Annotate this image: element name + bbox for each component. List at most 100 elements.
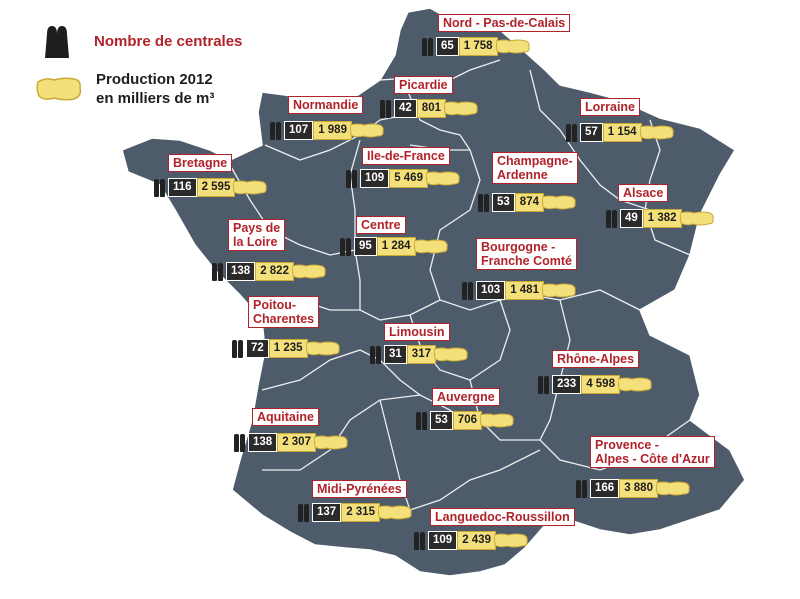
power-plant-icon [234,433,246,452]
straw-bale-icon [639,125,674,140]
region-label-ile-de-france: Ile-de-France [362,145,450,165]
straw-bale-icon [655,481,690,496]
straw-bale-icon [36,77,82,101]
region-label-poitou-charentes: Poitou- Charentes [248,296,320,328]
plant-count: 42 [394,99,417,118]
production-value: 1 989 [313,121,352,140]
plant-count: 138 [248,433,278,452]
power-plant-icon [576,479,588,498]
power-plant-icon [478,193,490,212]
region-stats-pays-de-la-loire: 138 2 822 [212,262,326,281]
region-label-nord-pas-de-calais: Nord - Pas-de-Calais [438,12,571,32]
region-name: Alsace [618,184,669,202]
plant-count: 53 [492,193,515,212]
region-name: Bourgogne - Franche Comté [476,238,577,270]
power-plant-icon [380,99,392,118]
plant-count: 53 [430,411,453,430]
straw-bale-icon [433,347,468,362]
region-label-normandie: Normandie [288,94,364,114]
production-value: 317 [406,345,436,364]
power-plant-icon [606,209,618,228]
region-label-bretagne: Bretagne [168,152,233,172]
region-label-centre: Centre [356,214,406,234]
straw-bale-icon [541,195,576,210]
power-plant-icon [414,531,426,550]
region-stats-lorraine: 57 1 154 [566,123,674,142]
plant-count: 116 [168,178,197,197]
power-plant-icon [566,123,578,142]
legend-production-line1: Production 2012 [96,71,213,88]
plant-count: 65 [436,37,459,56]
region-name: Centre [356,216,406,234]
plant-count: 109 [428,531,458,550]
region-name: Pays de la Loire [228,219,286,251]
straw-bale-icon [233,180,268,195]
straw-bale-icon [617,377,652,392]
region-name: Picardie [394,76,453,94]
production-value: 1 758 [458,37,498,56]
power-plant-icon [298,503,310,522]
production-value: 2 315 [341,503,380,522]
plant-count: 57 [580,123,603,142]
region-name: Bretagne [168,154,233,172]
region-label-languedoc-roussillon: Languedoc-Roussillon [430,506,575,526]
power-plant-icon [422,37,434,56]
power-plant-icon [340,237,352,256]
region-stats-centre: 95 1 284 [340,237,448,256]
region-stats-normandie: 107 1 989 [270,121,384,140]
region-stats-provence-alpes-cote-d-azur: 166 3 880 [576,479,690,498]
region-label-bourgogne-franche-comte: Bourgogne - Franche Comté [476,238,577,270]
region-label-alsace: Alsace [618,182,669,202]
straw-bale-icon [377,505,412,520]
straw-bale-icon [493,533,528,548]
plant-count: 233 [552,375,582,394]
power-plant-icon [45,26,69,58]
region-name: Provence - Alpes - Côte d'Azur [590,436,715,468]
production-value: 5 469 [389,169,428,188]
region-stats-auvergne: 53 706 [416,411,514,430]
region-stats-poitou-charentes: 72 1 235 [232,339,340,358]
region-name: Ile-de-France [362,147,450,165]
region-label-midi-pyrenees: Midi-Pyrénées [312,478,407,498]
region-name: Champagne- Ardenne [492,152,578,184]
plant-count: 95 [354,237,377,256]
production-value: 3 880 [619,479,658,498]
region-label-auvergne: Auvergne [432,386,500,406]
region-name: Languedoc-Roussillon [430,508,575,526]
straw-bale-icon [413,239,448,254]
power-plant-icon [232,339,244,358]
region-stats-aquitaine: 138 2 307 [234,433,348,452]
region-label-provence-alpes-cote-d-azur: Provence - Alpes - Côte d'Azur [590,436,715,468]
straw-bale-icon [495,39,530,54]
production-value: 1 235 [268,339,308,358]
region-label-limousin: Limousin [384,321,450,341]
power-plant-icon [538,375,550,394]
production-value: 2 307 [277,433,316,452]
region-stats-bretagne: 116 2 595 [154,178,268,197]
power-plant-icon [212,262,224,281]
production-value: 801 [416,99,446,118]
plant-count: 138 [226,262,256,281]
region-stats-midi-pyrenees: 137 2 315 [298,503,412,522]
power-plant-icon [154,178,166,197]
region-name: Poitou- Charentes [248,296,320,328]
power-plant-icon [416,411,428,430]
region-stats-ile-de-france: 109 5 469 [346,169,460,188]
region-stats-alsace: 49 1 382 [606,209,714,228]
region-name: Rhône-Alpes [552,350,640,368]
straw-bale-icon [479,413,514,428]
straw-bale-icon [313,435,348,450]
region-stats-bourgogne-franche-comte: 103 1 481 [462,281,576,300]
production-value: 1 481 [505,281,544,300]
production-value: 2 595 [196,178,236,197]
production-value: 1 284 [376,237,416,256]
region-label-lorraine: Lorraine [580,96,641,116]
region-label-rhone-alpes: Rhône-Alpes [552,348,640,368]
production-value: 1 154 [602,123,642,142]
region-name: Aquitaine [252,408,319,426]
plant-count: 103 [476,281,506,300]
straw-bale-icon [541,283,576,298]
plant-count: 109 [360,169,390,188]
region-stats-limousin: 31 317 [370,345,468,364]
plant-count: 166 [590,479,620,498]
